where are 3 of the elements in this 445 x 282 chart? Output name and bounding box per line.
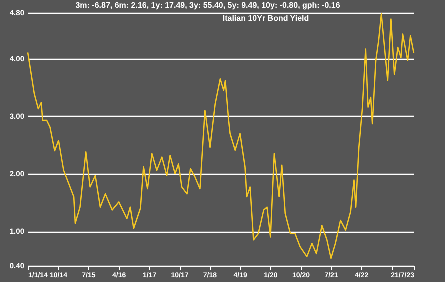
text: 3m: -6.87, 6m: 2.16, 1y: 17.49, 3y: 55.40, 5y: 9.49, 10y: -0.80, gph: -0.16 bbox=[76, 1, 341, 10]
chart-title: Italian 10Yr Bond Yield bbox=[222, 14, 310, 23]
line-series bbox=[27, 14, 415, 260]
